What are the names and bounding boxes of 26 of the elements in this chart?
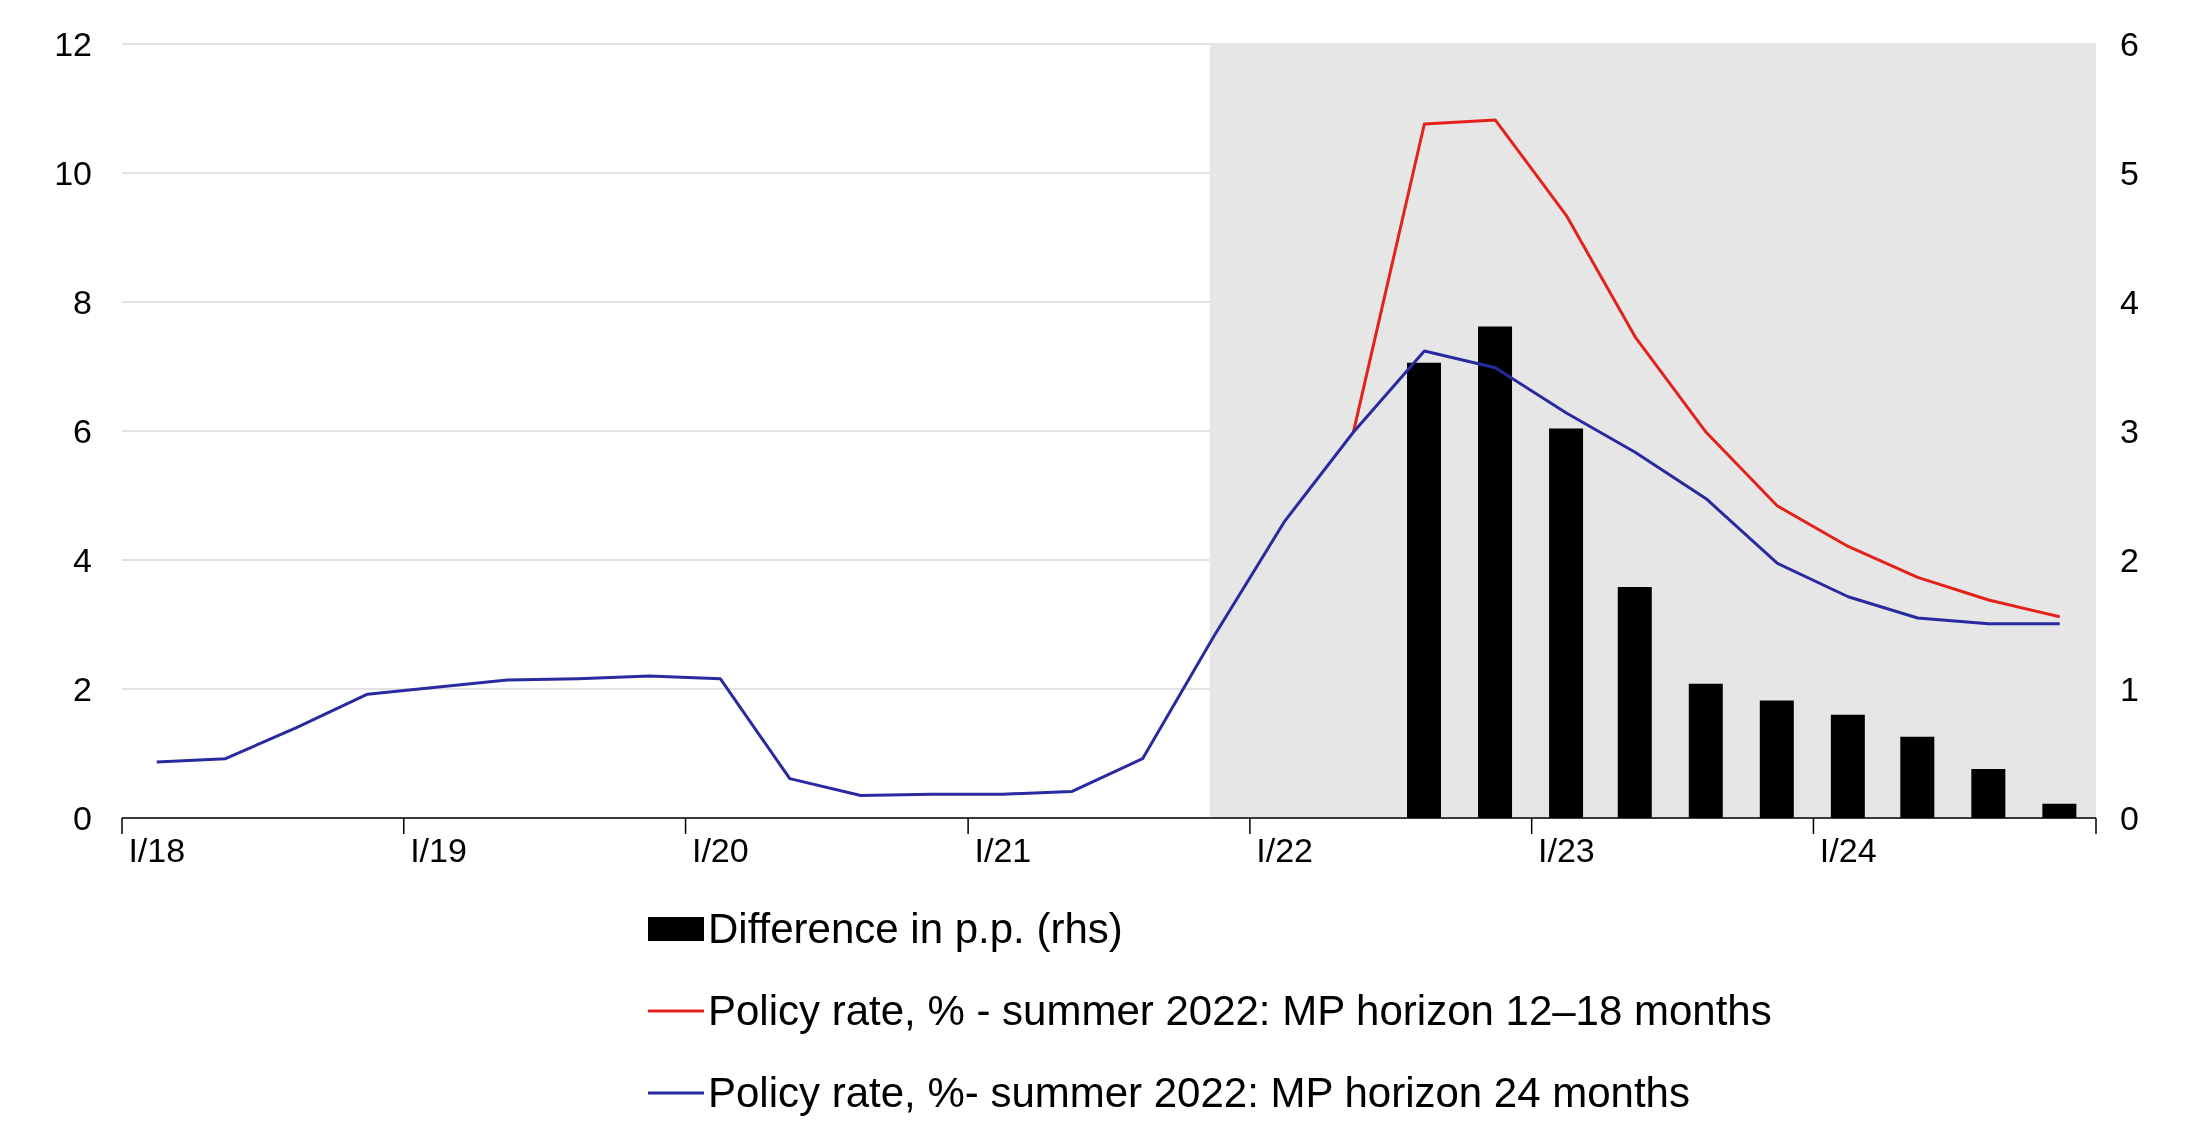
x-tick-label: I/20 — [691, 831, 749, 869]
x-tick-label: I/21 — [974, 831, 1032, 869]
line-series — [155, 349, 2062, 797]
legend-label: Policy rate, % - summer 2022: MP horizon 12–18 months — [708, 987, 1772, 1035]
y-tick-label: 4 — [73, 541, 92, 580]
legend-label: Policy rate, %- summer 2022: MP horizon 24 months — [708, 1069, 1690, 1117]
y2-tick-label: 6 — [2120, 25, 2139, 64]
y2-tick-label: 5 — [2120, 154, 2139, 193]
y-tick-label: 8 — [73, 283, 92, 322]
y2-tick-label: 0 — [2120, 799, 2139, 838]
y-tick-label: 2 — [73, 670, 92, 709]
x-tick-label: I/18 — [128, 831, 186, 869]
x-tick-label: I/19 — [410, 831, 467, 869]
y-tick-label: 0 — [73, 799, 92, 838]
x-tick-label: I/23 — [1538, 831, 1595, 869]
y-tick-label: 12 — [54, 25, 92, 64]
x-tick-label: I/24 — [1819, 831, 1877, 869]
y2-tick-label: 1 — [2120, 670, 2139, 709]
line-series — [1351, 118, 2062, 619]
y-tick-label: 6 — [73, 412, 92, 451]
legend-label: Difference in p.p. (rhs) — [708, 905, 1123, 953]
y2-tick-label: 3 — [2120, 412, 2139, 451]
x-tick-label: I/22 — [1256, 831, 1313, 869]
y2-tick-label: 4 — [2120, 283, 2139, 322]
y2-tick-label: 2 — [2120, 541, 2139, 580]
y-tick-label: 10 — [54, 154, 92, 193]
